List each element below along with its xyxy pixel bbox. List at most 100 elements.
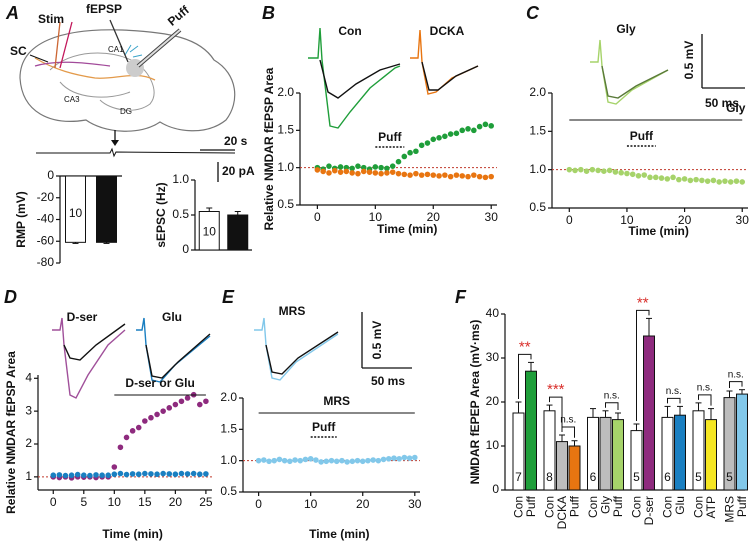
x-tick-label: Puff [568, 495, 582, 517]
significance-bracket [729, 381, 743, 388]
bar [568, 445, 581, 491]
data-point [287, 458, 293, 465]
data-point [372, 170, 379, 176]
data-point [699, 177, 705, 184]
data-point [716, 179, 722, 185]
data-point [196, 471, 203, 478]
y-tick-label: 1 [25, 469, 32, 483]
data-point [727, 179, 734, 185]
y-tick-label: 1.5 [277, 123, 294, 137]
data-point [203, 471, 209, 477]
y-tick-label: -60 [37, 233, 55, 247]
panel-label: F [455, 287, 467, 307]
y-axis-label: NMDAR fEPEP Area (mV·ms) [468, 320, 482, 485]
data-point [578, 166, 584, 173]
data-point [380, 456, 387, 463]
data-point [733, 178, 740, 184]
x-tick-label: 20 [427, 210, 441, 224]
data-point [337, 169, 344, 175]
data-point [365, 457, 371, 464]
x-tick-label: MRS [723, 496, 737, 523]
data-point [722, 178, 728, 184]
data-point [384, 165, 390, 172]
data-point [406, 455, 413, 461]
data-point [566, 166, 573, 173]
data-point [359, 458, 366, 465]
panel-label: C [526, 3, 540, 23]
y-tick-label: 0 [182, 242, 189, 256]
drug-label: D-ser or Glu [125, 376, 194, 390]
data-point [447, 131, 454, 137]
data-point [384, 170, 390, 176]
y-tick-label: 1.0 [277, 160, 294, 174]
bar [612, 419, 624, 491]
scale-label: 50 ms [705, 96, 739, 110]
example-traces [52, 27, 745, 399]
data-point [413, 170, 419, 177]
scale-label: 20 pA [222, 164, 255, 178]
data-point [117, 444, 124, 451]
data-point [123, 434, 130, 441]
data-point [80, 472, 87, 479]
data-point [687, 177, 694, 184]
data-point [389, 163, 396, 169]
x-tick-label: Con [692, 496, 706, 518]
data-point [196, 401, 203, 408]
x-tick-label: Puff [524, 495, 538, 517]
drug-label: Gly [726, 101, 746, 115]
x-tick-label: 20 [169, 495, 183, 509]
panel-label: B [262, 3, 275, 23]
data-point [355, 163, 361, 169]
data-point [488, 123, 495, 129]
significance-label: n.s. [697, 383, 713, 394]
x-tick-label: 15 [138, 495, 152, 509]
data-point [378, 170, 384, 177]
data-point [442, 172, 448, 178]
data-point [391, 455, 397, 461]
data-point [676, 176, 682, 183]
data-point [105, 472, 112, 479]
data-point [395, 170, 402, 177]
diagram-label: CA1 [108, 45, 124, 54]
data-point [641, 172, 648, 178]
data-point [166, 405, 173, 411]
y-axis-label: Relative NMDAR fEPSP Area [262, 67, 276, 230]
data-point [389, 169, 396, 175]
x-tick-label: 10 [304, 497, 318, 511]
x-tick-label: Con [630, 496, 644, 518]
y-tick-label: -80 [37, 255, 55, 269]
y-tick-label: 2.0 [529, 85, 546, 99]
y-tick-label: 0.5 [172, 207, 189, 221]
y-tick-label: 3 [25, 403, 32, 417]
diagram-label: Puff [165, 2, 193, 28]
significance-bracket [561, 426, 575, 438]
data-point [418, 172, 425, 178]
data-point [372, 164, 379, 170]
data-point [266, 458, 272, 465]
data-point [326, 163, 332, 169]
panel-label: D [4, 287, 17, 307]
data-point [670, 174, 676, 181]
data-point [396, 455, 402, 462]
data-point [375, 457, 382, 464]
x-tick-label: 10 [620, 213, 634, 227]
n-label: 10 [69, 206, 83, 220]
data-point [178, 398, 185, 405]
data-point [583, 168, 590, 174]
y-tick-label: 2 [25, 436, 32, 450]
data-point [442, 133, 448, 140]
y-tick-label: 1.0 [220, 453, 237, 467]
x-tick-label: 5 [80, 495, 87, 509]
data-point [436, 135, 442, 141]
data-point [343, 168, 350, 175]
data-point [395, 158, 402, 165]
y-tick-label: 10 [486, 438, 500, 452]
slice-diagram [19, 19, 236, 182]
legend-label: D-ser [67, 310, 98, 324]
data-point [172, 471, 179, 478]
data-point [401, 153, 408, 160]
x-tick-label: 25 [199, 495, 213, 509]
data-point [349, 458, 356, 465]
y-tick-label: 0.5 [277, 197, 294, 211]
